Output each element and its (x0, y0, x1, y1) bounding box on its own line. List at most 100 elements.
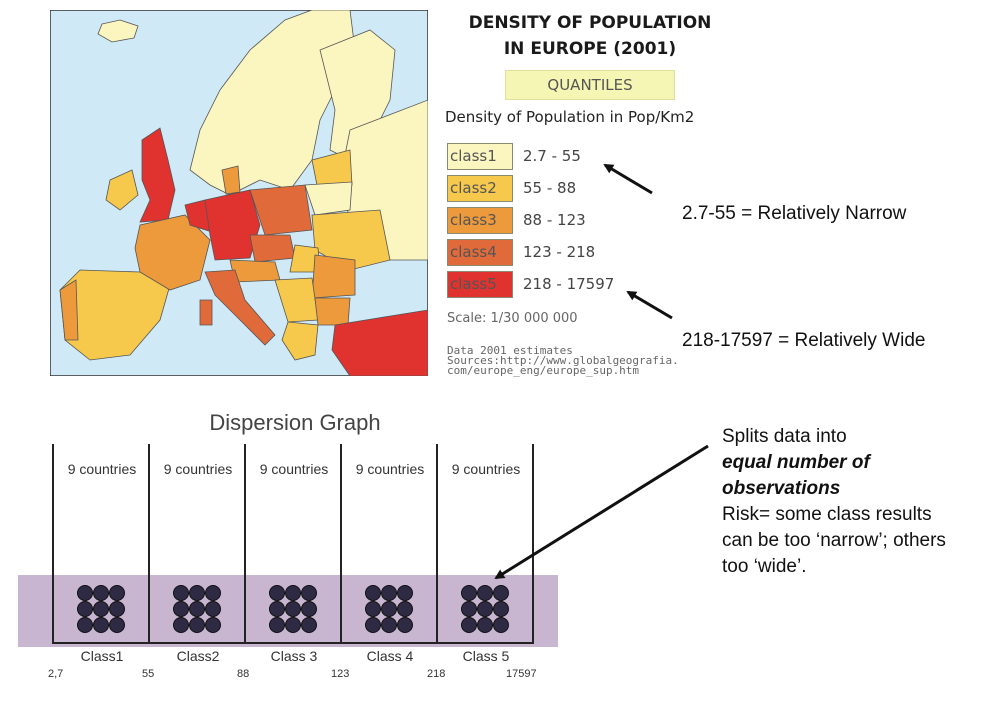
observation-dot (77, 617, 93, 633)
observation-dot (301, 601, 317, 617)
narrow-annotation: 2.7-55 = Relatively Narrow (682, 203, 907, 224)
observation-dot (93, 601, 109, 617)
observation-dot (205, 617, 221, 633)
observation-dot (173, 617, 189, 633)
legend-swatch-class4: class4 (447, 239, 513, 266)
explanation-line1: Splits data into (722, 426, 847, 447)
observation-dot (477, 617, 493, 633)
break-value: 55 (142, 668, 155, 680)
observation-dot (285, 601, 301, 617)
observation-dot (461, 601, 477, 617)
class5-dot-cluster (461, 585, 509, 633)
legend-swatch-class1: class1 (447, 143, 513, 170)
observation-dot (205, 585, 221, 601)
class5-label: Class 5 (462, 648, 510, 664)
narrow-arrow (603, 163, 653, 195)
class2-label: Class2 (176, 648, 220, 664)
legend-range-class1: 2.7 - 55 (523, 147, 581, 165)
break-value: 218 (427, 668, 446, 680)
observation-dot (77, 585, 93, 601)
observation-dot (173, 585, 189, 601)
break-value: 17597 (506, 668, 537, 680)
observation-dot (365, 617, 381, 633)
observation-dot (109, 617, 125, 633)
break-value: 123 (331, 668, 350, 680)
observation-dot (397, 617, 413, 633)
observation-dot (189, 601, 205, 617)
class3-dot-cluster (269, 585, 317, 633)
class1-dot-cluster (77, 585, 125, 633)
source-line: com/europe_eng/europe_sup.htm (447, 364, 640, 377)
observation-dot (93, 585, 109, 601)
observation-dot (397, 585, 413, 601)
box-left-wall (52, 444, 54, 644)
class-divider (340, 444, 342, 644)
observation-dot (493, 585, 509, 601)
legend-swatch-class5: class5 (447, 271, 513, 298)
observation-dot (381, 617, 397, 633)
map-title-line1: DENSITY OF POPULATION (468, 13, 712, 33)
map-scale: Scale: 1/30 000 000 (447, 311, 578, 326)
legend-range-class5: 218 - 17597 (523, 275, 615, 293)
observation-dot (397, 601, 413, 617)
break-value: 2,7 (48, 668, 64, 680)
explanation-emphasis: equal number of observations (722, 452, 870, 499)
observation-dot (365, 585, 381, 601)
observation-dot (109, 585, 125, 601)
observation-dot (381, 601, 397, 617)
observation-dot (269, 601, 285, 617)
source-line: Data 2001 estimates (447, 344, 573, 357)
classification-method-badge: QUANTILES (505, 70, 675, 100)
observation-dot (205, 601, 221, 617)
class2-count: 9 countries (163, 461, 233, 477)
dispersion-graph-title: Dispersion Graph (209, 410, 381, 435)
class-divider (148, 444, 150, 644)
class4-count: 9 countries (355, 461, 425, 477)
observation-dot (285, 617, 301, 633)
observation-dot (493, 617, 509, 633)
wide-arrow (626, 290, 673, 320)
legend-swatch-class3: class3 (447, 207, 513, 234)
observation-dot (189, 585, 205, 601)
class3-count: 9 countries (259, 461, 329, 477)
observation-dot (493, 601, 509, 617)
legend-range-class4: 123 - 218 (523, 243, 596, 261)
observation-dot (301, 617, 317, 633)
class3-label: Class 3 (270, 648, 318, 664)
class1-label: Class1 (80, 648, 124, 664)
europe-density-map (50, 10, 428, 376)
class2-dot-cluster (173, 585, 221, 633)
map-title-line2: IN EUROPE (2001) (503, 39, 677, 59)
wide-annotation: 218-17597 = Relatively Wide (682, 330, 926, 351)
explanation-risk: Risk= some class results can be too ‘nar… (722, 504, 946, 577)
legend-subtitle: Density of Population in Pop/Km2 (445, 108, 695, 126)
legend-range-class2: 55 - 88 (523, 179, 577, 197)
class4-label: Class 4 (366, 648, 414, 664)
observation-dot (461, 585, 477, 601)
class-divider (436, 444, 438, 644)
quantile-explanation: Splits data into equal number of observa… (722, 424, 962, 580)
observation-dot (269, 585, 285, 601)
source-line: Sources:http://www.globalgeografia. (447, 354, 679, 367)
observation-dot (381, 585, 397, 601)
box-floor (52, 642, 534, 644)
observation-dot (365, 601, 381, 617)
observation-dot (93, 617, 109, 633)
observation-dot (285, 585, 301, 601)
class5-count: 9 countries (451, 461, 521, 477)
legend-range-class3: 88 - 123 (523, 211, 586, 229)
observation-dot (477, 601, 493, 617)
observation-dot (461, 617, 477, 633)
legend-swatch-class2: class2 (447, 175, 513, 202)
observation-dot (109, 601, 125, 617)
observation-dot (173, 601, 189, 617)
observation-dot (189, 617, 205, 633)
observation-dot (477, 585, 493, 601)
class4-dot-cluster (365, 585, 413, 633)
class-divider (244, 444, 246, 644)
observation-dot (77, 601, 93, 617)
observation-dot (301, 585, 317, 601)
break-value: 88 (237, 668, 250, 680)
observation-dot (269, 617, 285, 633)
class1-count: 9 countries (67, 461, 137, 477)
